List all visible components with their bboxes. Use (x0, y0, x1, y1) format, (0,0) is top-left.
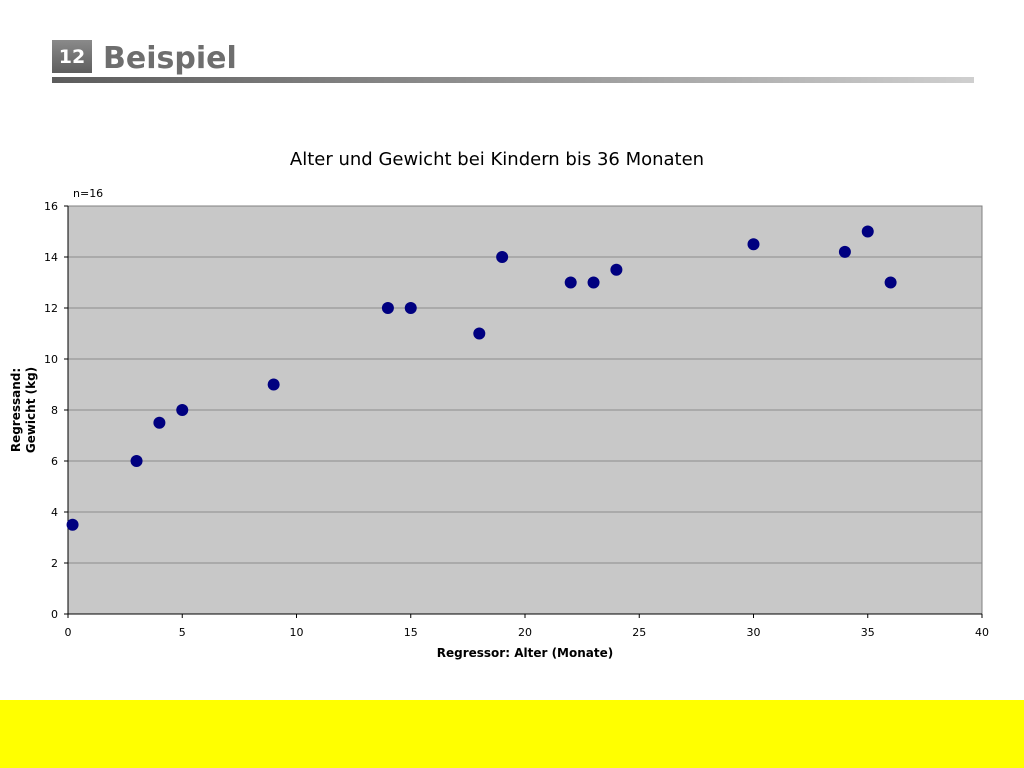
y-tick-label: 12 (44, 302, 58, 315)
y-axis-label-line-2: Gewicht (kg) (24, 367, 38, 453)
y-axis-ticks: 0 2 4 6 8 10 12 14 16 (44, 200, 68, 621)
y-tick-label: 14 (44, 251, 58, 264)
x-tick-label: 35 (861, 626, 875, 639)
sample-size-annotation: n=16 (73, 187, 103, 200)
scatter-chart: Alter und Gewicht bei Kindern bis 36 Mon… (9, 149, 989, 660)
data-point (838, 245, 851, 258)
data-point (176, 404, 189, 416)
y-tick-label: 4 (51, 506, 58, 519)
data-point (496, 251, 509, 263)
y-tick-label: 2 (51, 557, 58, 570)
y-axis-label: Regressand: Gewicht (kg) (9, 367, 38, 453)
x-tick-label: 40 (975, 626, 989, 639)
data-point (473, 327, 486, 340)
data-point (66, 518, 79, 531)
data-point (404, 302, 417, 314)
data-point (564, 276, 577, 289)
x-tick-label: 5 (179, 626, 186, 639)
x-axis-ticks: 0 5 10 15 20 25 30 35 40 (65, 614, 989, 639)
data-point (861, 225, 874, 238)
data-points (66, 225, 897, 531)
data-point (381, 302, 394, 314)
data-point (267, 378, 280, 391)
data-point (884, 276, 897, 289)
x-tick-label: 20 (518, 626, 532, 639)
y-tick-label: 0 (51, 608, 58, 621)
y-tick-label: 6 (51, 455, 58, 468)
y-tick-label: 16 (44, 200, 58, 213)
data-point (587, 276, 600, 289)
gridlines (68, 256, 982, 564)
data-point (610, 263, 623, 276)
footer-band (0, 700, 1024, 768)
x-tick-label: 25 (632, 626, 646, 639)
y-tick-label: 10 (44, 353, 58, 366)
data-point (153, 416, 166, 429)
y-tick-label: 8 (51, 404, 58, 417)
slide-number-badge: 12 (52, 40, 92, 73)
x-tick-label: 15 (404, 626, 418, 639)
x-tick-label: 30 (747, 626, 761, 639)
data-point (130, 455, 143, 467)
x-axis-label: Regressor: Alter (Monate) (437, 646, 614, 660)
slide-title: Beispiel (103, 41, 237, 76)
x-tick-label: 0 (65, 626, 72, 639)
x-tick-label: 10 (290, 626, 304, 639)
slide-header: 12 Beispiel (52, 40, 976, 86)
data-point (747, 238, 760, 251)
y-axis-label-line-1: Regressand: (9, 368, 23, 452)
chart-title: Alter und Gewicht bei Kindern bis 36 Mon… (290, 149, 704, 170)
title-underline (52, 77, 974, 83)
